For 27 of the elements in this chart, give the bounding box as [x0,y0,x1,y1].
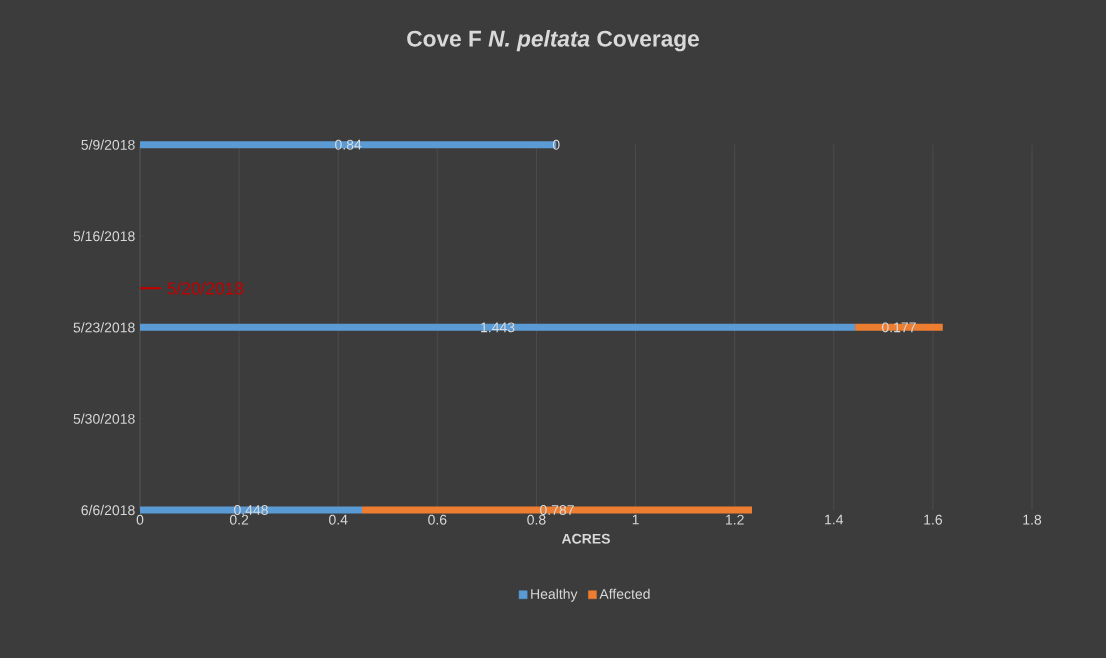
y-tick-label: 5/16/2018 [73,230,135,242]
legend-label: Healthy [531,588,578,602]
y-tick-label: 6/6/2018 [81,504,135,516]
x-tick-label: 1.4 [825,514,844,525]
x-tick-label: 0.2 [229,514,249,525]
chart-title: Cove F N. peltata Coverage [407,30,699,52]
x-tick-label: 1.8 [1023,514,1042,525]
x-tick-label: 1 [632,514,639,525]
x-tick-label: 0.4 [329,514,348,525]
data-label: 0.177 [881,322,916,333]
bar [855,323,943,331]
x-tick-label: 1.2 [726,514,744,525]
legend-label: Affected [599,588,650,599]
x-tick-label: 0.6 [428,514,447,525]
data-label: 1.443 [481,322,515,333]
x-tick-label: 1.6 [924,514,943,525]
data-label: 0.84 [335,139,362,150]
x-axis-title: ACRES [561,533,610,544]
data-label: 0.787 [540,505,574,515]
x-tick-label: 0.8 [527,514,546,525]
y-tick-label: 5/30/2018 [73,413,135,424]
bar [140,323,856,331]
data-label: 0.448 [234,505,268,515]
y-tick-label: 5/23/2018 [73,322,135,333]
ref-line-label: 5/20/2018 [167,281,244,295]
x-tick-label: 0 [136,514,144,525]
y-tick-label: 5/9/2018 [81,139,135,150]
